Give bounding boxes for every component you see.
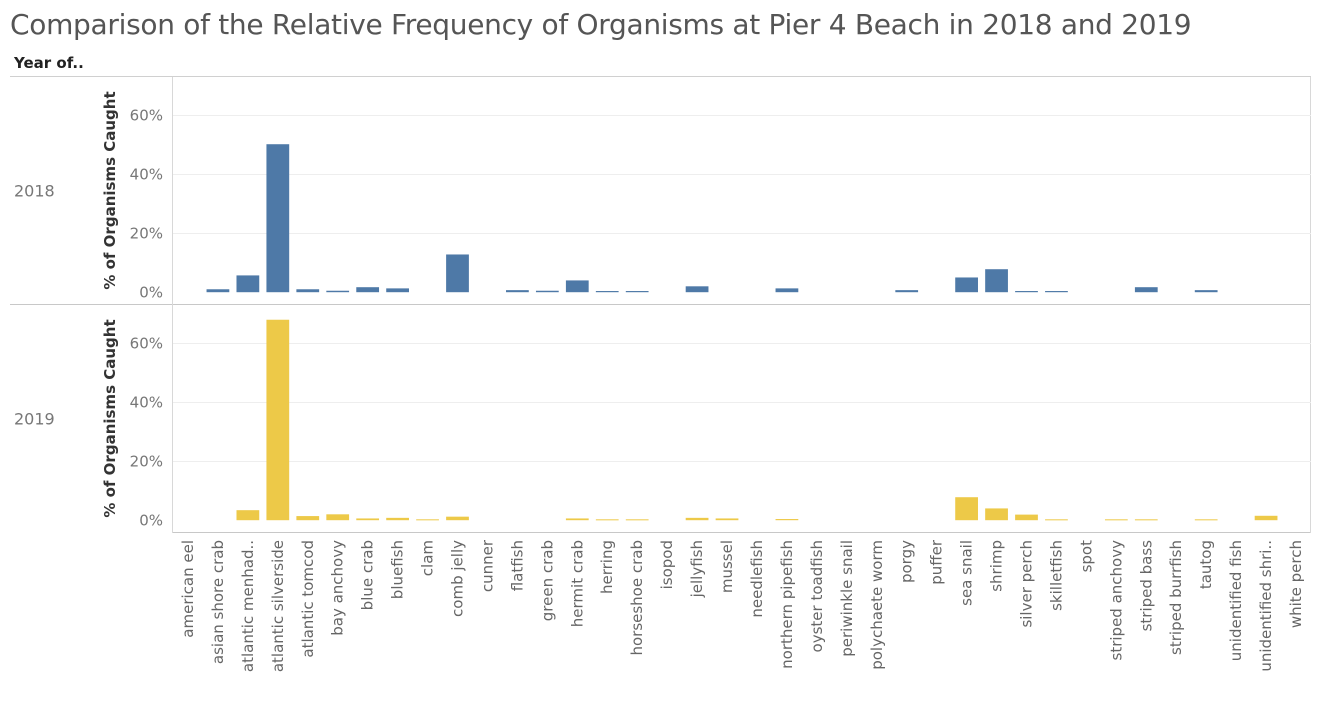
x-tick-label: porgy xyxy=(898,540,916,583)
bar-2018-24 xyxy=(895,290,919,293)
bar-2018-28 xyxy=(1015,291,1038,293)
bar-2019-3 xyxy=(266,319,290,521)
bar-2019-26 xyxy=(955,497,978,521)
bar-2019-18 xyxy=(715,518,739,521)
x-tick-label: hermit crab xyxy=(568,540,586,627)
bar-2019-15 xyxy=(625,519,649,521)
x-tick-label: horseshoe crab xyxy=(628,540,646,656)
x-tick-label: tautog xyxy=(1197,540,1215,589)
bar-2018-26 xyxy=(955,277,978,293)
x-tick-label: striped burrfish xyxy=(1167,540,1185,655)
bar-2019-5 xyxy=(326,514,350,521)
bar-2018-5 xyxy=(326,290,350,293)
x-tick-label: bay anchovy xyxy=(329,540,347,636)
bar-2019-28 xyxy=(1015,514,1038,521)
y-tick-label: 0% xyxy=(139,284,163,302)
bar-2019-2 xyxy=(236,510,260,521)
x-tick-label: bluefish xyxy=(389,540,407,599)
x-tick-label: unidentified shri.. xyxy=(1257,540,1275,672)
x-tick-label: shrimp xyxy=(988,540,1006,592)
bar-2019-29 xyxy=(1045,519,1068,521)
x-tick-label: asian shore crab xyxy=(209,540,227,664)
x-tick-label: green crab xyxy=(538,540,556,621)
x-tick-label: spot xyxy=(1077,540,1095,573)
x-tick-label: northern pipefish xyxy=(778,540,796,669)
bar-2019-34 xyxy=(1194,519,1218,521)
x-tick-label: sea snail xyxy=(958,540,976,606)
bar-2019-36 xyxy=(1254,515,1278,521)
bar-2018-20 xyxy=(775,288,799,293)
bar-2018-9 xyxy=(446,254,469,293)
bar-2019-8 xyxy=(416,519,439,521)
year-label: 2018 xyxy=(14,182,55,201)
x-tick-label: blue crab xyxy=(359,540,377,610)
bar-2019-31 xyxy=(1104,519,1128,521)
bar-2018-1 xyxy=(206,289,230,293)
x-tick-label: unidentified fish xyxy=(1227,540,1245,661)
x-tick-label: periwinkle snail xyxy=(838,540,856,657)
x-tick-label: polychaete worm xyxy=(868,540,886,670)
bar-2018-3 xyxy=(266,144,290,293)
bar-2018-29 xyxy=(1045,291,1068,293)
bar-2018-15 xyxy=(625,291,649,293)
x-tick-label: herring xyxy=(598,540,616,594)
bar-2018-13 xyxy=(565,280,589,293)
y-tick-label: 20% xyxy=(130,453,163,471)
x-tick-label: jellyfish xyxy=(688,540,706,598)
y-tick-label: 60% xyxy=(130,107,163,125)
bar-2018-27 xyxy=(985,269,1008,293)
bar-2019-4 xyxy=(296,516,320,521)
x-tick-label: comb jelly xyxy=(449,540,467,617)
bar-2018-14 xyxy=(595,291,619,293)
x-tick-label: american eel xyxy=(179,540,197,638)
y-tick-label: 60% xyxy=(130,335,163,353)
bar-2019-27 xyxy=(985,508,1008,521)
x-tick-label: clam xyxy=(419,540,437,576)
x-tick-label: striped anchovy xyxy=(1107,540,1125,661)
bar-2018-11 xyxy=(506,290,529,293)
y-tick-label: 40% xyxy=(130,394,163,412)
y-axis-title: % of Organisms Caught xyxy=(101,319,119,517)
x-tick-label: cunner xyxy=(478,539,496,592)
bar-2018-4 xyxy=(296,289,320,293)
bar-2018-7 xyxy=(386,288,409,293)
bar-2018-6 xyxy=(356,287,380,293)
x-tick-label: striped bass xyxy=(1137,540,1155,632)
bar-2018-34 xyxy=(1194,290,1218,293)
year-label: 2019 xyxy=(14,410,55,429)
chart-title: Comparison of the Relative Frequency of … xyxy=(10,8,1192,41)
x-tick-label: skilletfish xyxy=(1047,540,1065,611)
x-tick-label: atlantic silverside xyxy=(269,540,287,672)
bar-2019-13 xyxy=(565,518,589,521)
bar-2019-20 xyxy=(775,519,799,521)
bar-2018-17 xyxy=(685,286,709,293)
bar-2019-6 xyxy=(356,518,380,521)
x-tick-label: atlantic tomcod xyxy=(299,540,317,658)
bar-2019-9 xyxy=(446,516,469,521)
bar-2018-12 xyxy=(535,290,559,293)
bar-2019-14 xyxy=(595,519,619,521)
x-tick-label: white perch xyxy=(1287,540,1305,628)
bar-2018-2 xyxy=(236,275,260,293)
x-tick-label: atlantic menhad.. xyxy=(239,540,257,672)
row-header-label: Year of.. xyxy=(14,54,84,72)
bar-2019-32 xyxy=(1134,519,1158,521)
x-tick-label: mussel xyxy=(718,540,736,593)
y-tick-label: 0% xyxy=(139,512,163,530)
y-axis-title: % of Organisms Caught xyxy=(101,91,119,289)
bar-2018-32 xyxy=(1134,287,1158,293)
x-tick-label: puffer xyxy=(928,539,946,585)
x-tick-label: flatfish xyxy=(508,540,526,591)
bar-2019-17 xyxy=(685,517,709,521)
x-tick-label: silver perch xyxy=(1018,540,1036,628)
x-tick-label: oyster toadfish xyxy=(808,540,826,652)
x-tick-label: isopod xyxy=(658,540,676,589)
bar-2019-7 xyxy=(386,517,409,521)
y-tick-label: 40% xyxy=(130,166,163,184)
x-tick-label: needlefish xyxy=(748,540,766,618)
y-tick-label: 20% xyxy=(130,225,163,243)
